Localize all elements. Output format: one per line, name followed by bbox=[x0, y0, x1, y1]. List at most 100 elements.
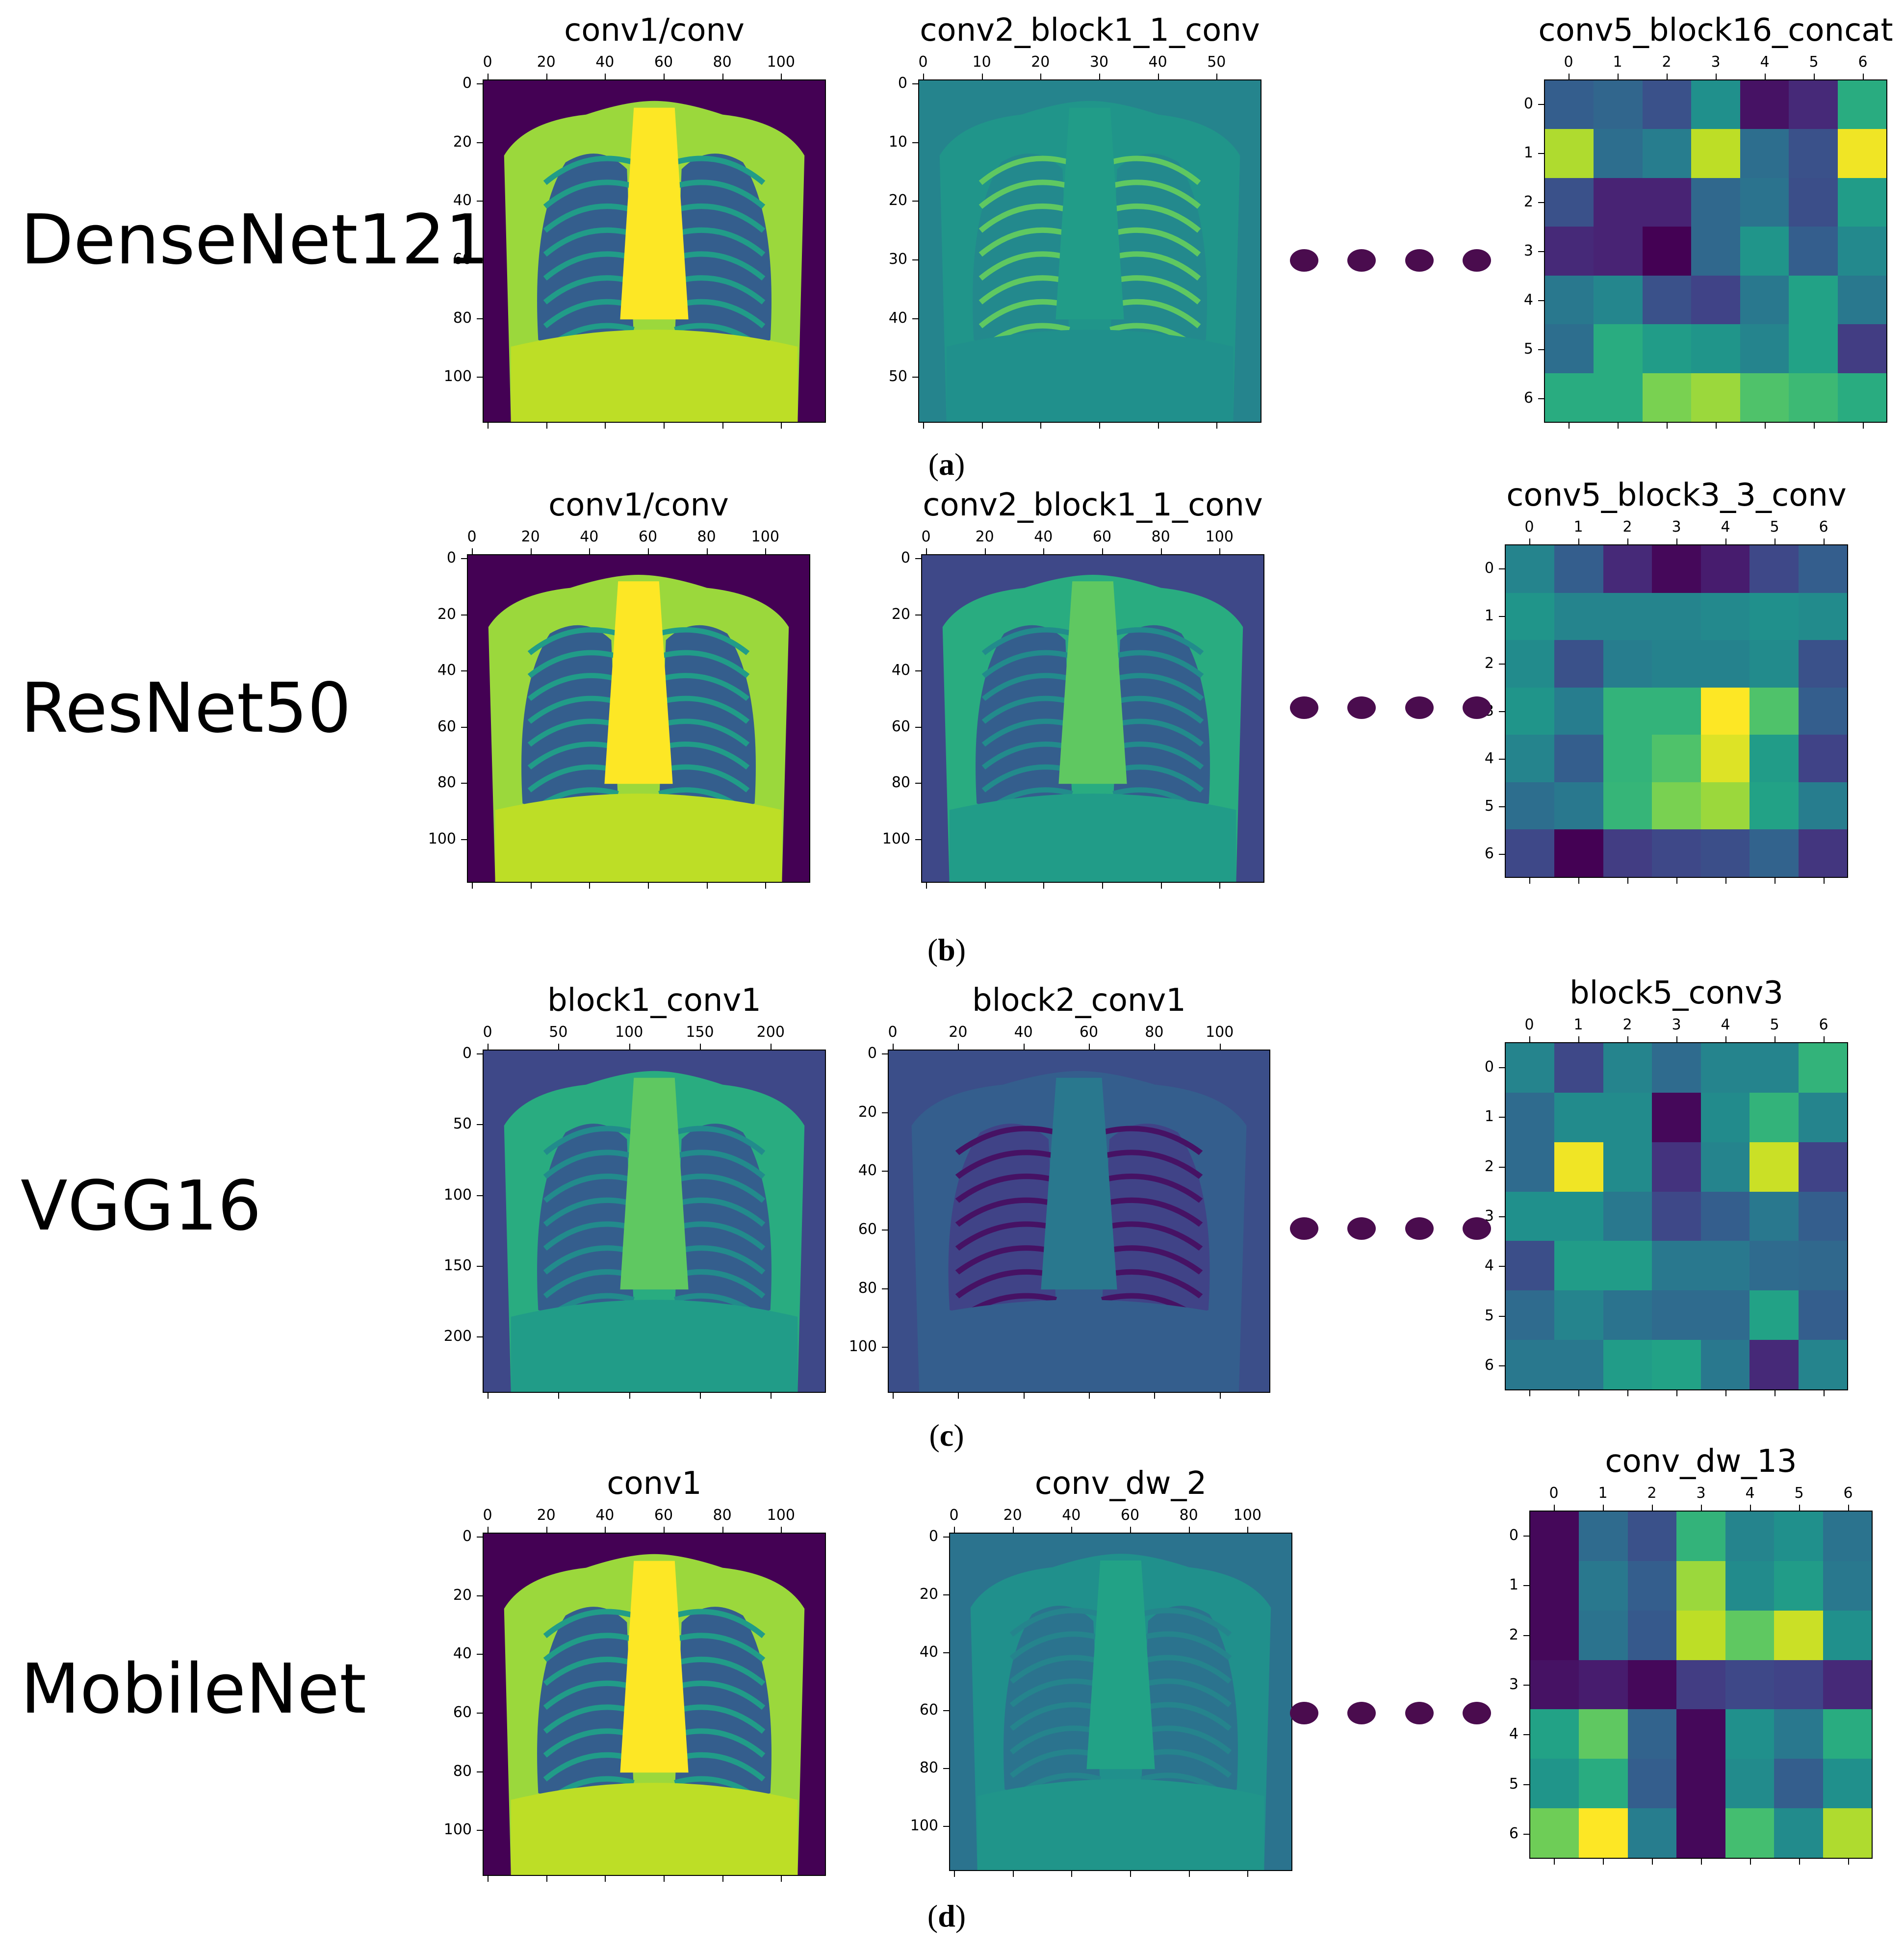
rib-left bbox=[955, 1173, 1057, 1203]
x-tick-mark-bottom bbox=[558, 1393, 560, 1399]
heatmap-cell bbox=[1545, 227, 1594, 276]
x-tick-label: 40 bbox=[595, 1507, 615, 1524]
heatmap-cell bbox=[1603, 1092, 1652, 1142]
x-tick-mark-bottom bbox=[1089, 1393, 1090, 1399]
rib-right bbox=[1112, 650, 1204, 678]
dot bbox=[1462, 249, 1491, 272]
heatmap-cell bbox=[1642, 178, 1692, 227]
caption-a: (a) bbox=[928, 447, 965, 482]
heatmap-cell bbox=[1554, 782, 1603, 830]
y-tick-mark bbox=[1499, 711, 1505, 712]
model-label-vgg16: VGG16 bbox=[21, 1166, 261, 1246]
y-tick-label: 0 bbox=[446, 549, 456, 566]
x-tick-mark bbox=[1725, 1036, 1726, 1042]
x-tick-mark-bottom bbox=[488, 1393, 489, 1399]
y-tick-label: 80 bbox=[919, 1759, 938, 1776]
rib-right bbox=[1140, 1678, 1232, 1708]
x-tick-label: 50 bbox=[1207, 53, 1226, 71]
y-tick-mark bbox=[882, 1347, 888, 1348]
x-tick-mark-bottom bbox=[1154, 1393, 1156, 1399]
x-tick-mark bbox=[926, 548, 927, 554]
heatmap-cell bbox=[1506, 1241, 1555, 1291]
x-tick-mark-bottom bbox=[1627, 1390, 1628, 1396]
y-tick-label: 6 bbox=[1509, 1825, 1518, 1843]
dot bbox=[1405, 696, 1434, 719]
heatmap-cell bbox=[1554, 592, 1603, 641]
y-tick-label: 100 bbox=[882, 830, 910, 847]
panel-title: block2_conv1 bbox=[972, 982, 1186, 1019]
y-tick-mark bbox=[1523, 1784, 1529, 1785]
x-tick-mark bbox=[647, 548, 649, 554]
heatmap-cell bbox=[1700, 1191, 1750, 1241]
heatmap-cell bbox=[1700, 687, 1750, 735]
rib-right bbox=[1101, 1197, 1203, 1227]
x-tick-mark-bottom bbox=[1799, 1859, 1800, 1865]
y-tick-mark bbox=[1538, 202, 1544, 203]
x-tick-mark bbox=[781, 74, 782, 79]
caption-b: (b) bbox=[927, 932, 966, 967]
x-tick-mark-bottom bbox=[629, 1393, 630, 1399]
x-tick-mark-bottom bbox=[1603, 1859, 1604, 1865]
panel-title: conv1/conv bbox=[548, 487, 729, 523]
x-tick-label: 20 bbox=[949, 1024, 968, 1041]
dot bbox=[1290, 696, 1318, 719]
heatmap-cell bbox=[1642, 275, 1692, 325]
y-tick-mark bbox=[461, 783, 467, 784]
y-tick-mark bbox=[915, 558, 921, 559]
heatmap-cell bbox=[1837, 324, 1886, 373]
y-tick-label: 0 bbox=[462, 1528, 472, 1545]
x-tick-mark bbox=[1814, 74, 1815, 79]
heatmap-cell bbox=[1545, 178, 1594, 227]
y-tick-label: 40 bbox=[888, 309, 907, 327]
heatmap-cell bbox=[1554, 1043, 1603, 1093]
rib-right bbox=[1109, 227, 1201, 257]
y-tick-label: 4 bbox=[1523, 291, 1533, 308]
x-tick-label: 100 bbox=[767, 1507, 795, 1524]
x-tick-mark bbox=[771, 1044, 772, 1050]
x-tick-label: 80 bbox=[713, 53, 732, 71]
x-tick-label: 80 bbox=[1145, 1024, 1164, 1041]
dot bbox=[1462, 1217, 1491, 1240]
x-tick-mark-bottom bbox=[1652, 1859, 1653, 1865]
y-tick-mark bbox=[1538, 104, 1544, 105]
x-tick-mark-bottom bbox=[1578, 1390, 1579, 1396]
rib-right bbox=[674, 275, 766, 305]
x-tick-mark bbox=[1529, 1036, 1530, 1042]
y-tick-mark bbox=[1499, 1266, 1505, 1267]
x-tick-mark bbox=[488, 1527, 489, 1533]
x-tick-mark bbox=[1043, 548, 1045, 554]
x-tick-mark-bottom bbox=[1040, 423, 1042, 429]
x-tick-label: 5 bbox=[1809, 53, 1819, 71]
x-tick-mark-bottom bbox=[1158, 423, 1159, 429]
y-tick-label: 2 bbox=[1484, 1157, 1494, 1175]
x-tick-label: 0 bbox=[921, 528, 931, 545]
rib-right bbox=[658, 650, 750, 678]
heatmap-cell bbox=[1725, 1512, 1775, 1561]
heatmap-cell bbox=[1545, 275, 1594, 325]
model-label-densenet121: DenseNet121 bbox=[21, 200, 489, 280]
x-tick-label: 80 bbox=[697, 528, 716, 545]
x-tick-label: 60 bbox=[1092, 528, 1112, 545]
diaphragm-region bbox=[511, 1783, 798, 1875]
rib-right bbox=[674, 1609, 766, 1639]
x-tick-mark-bottom bbox=[1765, 423, 1766, 429]
panel-title: block1_conv1 bbox=[547, 982, 762, 1019]
x-tick-label: 0 bbox=[949, 1507, 959, 1524]
y-tick-label: 40 bbox=[453, 192, 472, 209]
y-tick-label: 80 bbox=[858, 1279, 877, 1297]
heatmap-cell bbox=[1837, 178, 1886, 227]
panel-title: conv2_block1_1_conv bbox=[923, 487, 1263, 523]
x-tick-mark-bottom bbox=[530, 883, 532, 889]
x-tick-label: 40 bbox=[1062, 1507, 1081, 1524]
heatmap-cell bbox=[1823, 1610, 1872, 1660]
x-tick-label: 2 bbox=[1622, 518, 1632, 536]
y-tick-mark bbox=[461, 558, 467, 559]
x-tick-mark bbox=[472, 548, 473, 554]
heatmap-cell bbox=[1700, 1092, 1750, 1142]
x-tick-label: 60 bbox=[1079, 1024, 1099, 1041]
y-tick-mark bbox=[1523, 1734, 1529, 1736]
x-tick-mark bbox=[1603, 1505, 1604, 1511]
rib-left bbox=[527, 673, 619, 701]
rib-left bbox=[527, 650, 619, 678]
heatmap-cell bbox=[1594, 373, 1643, 422]
